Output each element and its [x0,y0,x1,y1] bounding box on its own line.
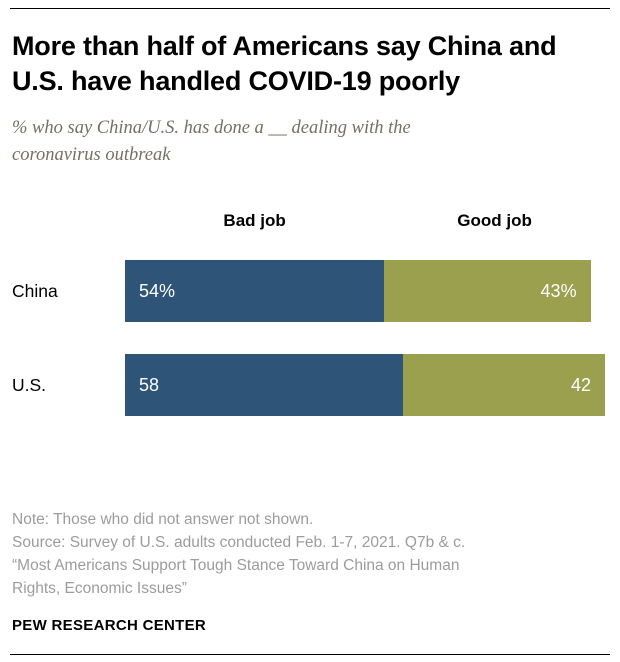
bar-row-china: China 54% 43% [12,260,620,322]
source-line: Rights, Economic Issues” [12,580,187,597]
top-divider [10,8,610,9]
bottom-divider [10,654,610,655]
bar-plot-us: 58 42 [125,354,605,416]
bar-segment-us-bad: 58 [125,354,404,416]
value-label-china-bad: 54% [139,280,176,301]
legend-bad-job: Bad job [223,211,286,230]
value-label-china-good: 43% [540,280,577,301]
source-line: Source: Survey of U.S. adults conducted … [12,534,466,551]
value-label-us-bad: 58 [139,374,160,395]
note-line: Note: Those who did not answer not shown… [12,511,314,528]
source-line: “Most Americans Support Tough Stance Tow… [12,557,460,574]
pew-research-center-wordmark: PEW RESEARCH CENTER [12,617,207,634]
bar-row-us: U.S. 58 42 [12,354,620,416]
category-label-us: U.S. [12,374,47,395]
category-label-china: China [12,280,58,301]
legend-good-job: Good job [457,211,532,230]
series-legend: Bad job Good job [125,211,605,232]
bar-segment-china-good: 43% [384,260,591,322]
chart-subtitle: % who say China/U.S. has done a __ deali… [12,118,411,165]
value-label-us-good: 42 [570,374,591,395]
chart-title: More than half of Americans say China an… [12,31,557,96]
bar-plot-china: 54% 43% [125,260,605,322]
footnotes: Note: Those who did not answer not shown… [12,508,608,600]
bar-segment-china-bad: 54% [125,260,385,322]
bar-segment-us-good: 42 [403,354,605,416]
